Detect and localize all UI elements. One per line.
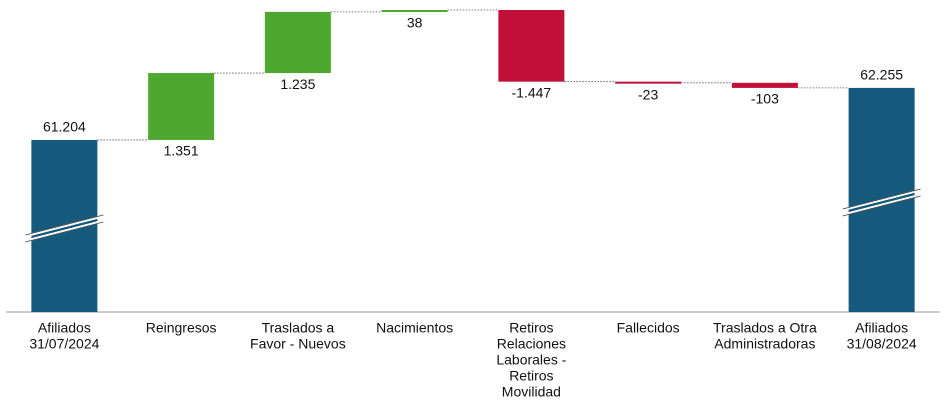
x-tick-label: Reingresos — [146, 320, 217, 336]
value-label: 62.255 — [860, 67, 903, 83]
x-tick-label: Favor - Nuevos — [250, 336, 346, 352]
x-tick-label: Nacimientos — [376, 320, 453, 336]
value-label: 1.235 — [280, 76, 315, 92]
value-label: 61.204 — [43, 119, 86, 135]
bar — [731, 82, 798, 88]
x-tick-label: Afiliados — [38, 320, 91, 336]
x-tick-label: 31/08/2024 — [847, 336, 917, 352]
x-tick-label: Traslados a — [262, 320, 335, 336]
value-label: 1.351 — [164, 143, 199, 159]
axis-break — [842, 193, 921, 217]
x-tick-label: Fallecidos — [617, 320, 680, 336]
axis-break — [25, 219, 104, 243]
x-tick-label: Relaciones — [497, 336, 566, 352]
bar — [148, 73, 215, 140]
axis-break-edge — [25, 214, 104, 236]
x-tick-label: Traslados a Otra — [713, 320, 817, 336]
bar — [615, 81, 682, 84]
axis-break-edge — [842, 195, 921, 217]
bar — [498, 10, 565, 82]
bar — [264, 11, 331, 74]
x-tick-label: 31/07/2024 — [29, 336, 99, 352]
x-tick-label: Laborales - — [496, 352, 566, 368]
axis-break — [25, 214, 104, 238]
bar — [381, 10, 448, 13]
value-label: -103 — [751, 91, 779, 107]
x-tick-label: Retiros — [509, 320, 553, 336]
axis-break-edge — [842, 188, 921, 210]
x-tick-label: Movilidad — [502, 384, 561, 400]
axis-break — [842, 188, 921, 212]
axis-break-edge — [25, 221, 104, 243]
value-label: -1.447 — [512, 84, 552, 100]
x-tick-label: Retiros — [509, 368, 553, 384]
value-label: -23 — [638, 86, 658, 102]
x-tick-label: Afiliados — [855, 320, 908, 336]
x-tick-label: Administradoras — [714, 336, 815, 352]
value-label: 38 — [407, 15, 423, 31]
